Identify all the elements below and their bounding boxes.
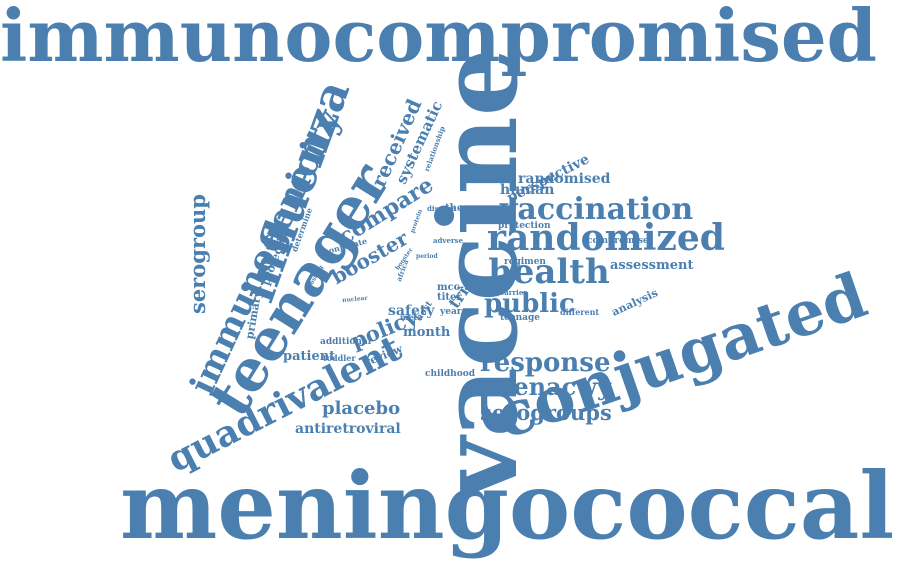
word-health: health [488, 252, 610, 292]
word-analysis: analysis [609, 286, 660, 319]
word-year: year [440, 307, 462, 317]
word-therapy: therapy [445, 203, 488, 214]
word-human: human [500, 182, 555, 198]
word-period: period [416, 253, 438, 260]
word-safety: safety [388, 303, 435, 319]
word-vaccination: vaccination [500, 192, 694, 227]
word-menacwy: menacwy [488, 372, 611, 401]
word-meta: meta [400, 312, 423, 322]
word-additional: additional [320, 337, 372, 347]
word-response: response [480, 348, 611, 378]
word-protection: protection [498, 221, 551, 231]
word-titer: titer [437, 292, 462, 303]
word-assessment: assessment [610, 258, 694, 273]
word-different: different [560, 307, 600, 317]
word-meningococcal: meningococcal [120, 452, 895, 560]
word-teenage: teenage [500, 313, 541, 323]
word-nuclear: nuclear [341, 294, 368, 304]
word-compromise: compromise [587, 236, 649, 246]
word-regimen: regimen [504, 257, 546, 267]
word-adverse: adverse [433, 236, 464, 245]
word-study: study [470, 279, 486, 285]
word-placebo: placebo [322, 398, 401, 419]
word-patient: patient [283, 349, 336, 364]
word-month: month [403, 325, 451, 340]
word-antiretroviral: antiretroviral [295, 421, 401, 437]
word-randomized: randomized [487, 217, 725, 259]
word-immunocompromised: immunocompromised [0, 0, 878, 78]
word-public: public [484, 289, 575, 319]
word-randomised: randomised [518, 171, 611, 187]
word-serogroups: serogroups [480, 400, 612, 425]
word-carrier: carrier [500, 288, 527, 297]
word-mcc-tt: mcc-tt [437, 282, 474, 293]
word-toddler: toddler [323, 353, 356, 363]
word-childhood: childhood [425, 369, 475, 379]
word-serogroup: serogroup [185, 194, 210, 314]
word-disease: disease [427, 204, 456, 213]
